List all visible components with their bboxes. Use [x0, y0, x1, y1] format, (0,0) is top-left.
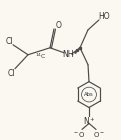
Text: $^{14}$C: $^{14}$C	[35, 52, 47, 61]
Text: Abs: Abs	[84, 92, 94, 97]
Text: $^-$O: $^-$O	[72, 130, 86, 139]
Text: Cl: Cl	[7, 69, 15, 78]
Text: O$^-$: O$^-$	[93, 130, 105, 139]
Text: HO: HO	[98, 12, 110, 21]
Text: O: O	[56, 21, 62, 30]
Text: NH: NH	[62, 50, 74, 59]
Text: N$^+$: N$^+$	[83, 116, 95, 127]
Text: Cl: Cl	[5, 37, 13, 46]
